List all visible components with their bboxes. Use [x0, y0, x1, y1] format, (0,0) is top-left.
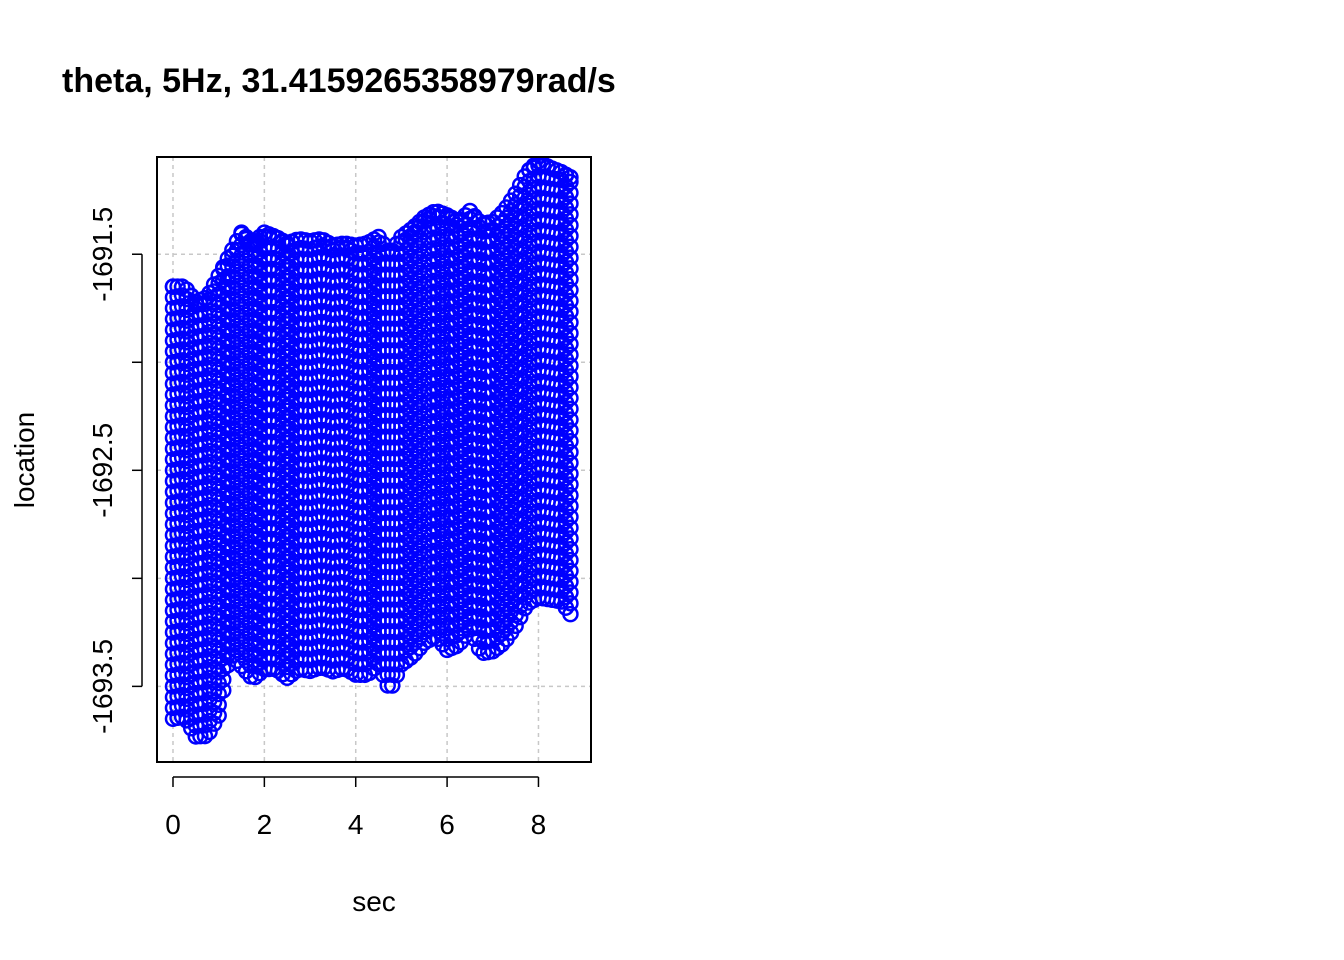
data-point — [562, 584, 579, 601]
data-point — [562, 476, 579, 493]
x-tick-label: 8 — [531, 809, 547, 840]
y-tick-label: -1693.5 — [87, 639, 118, 734]
data-point — [562, 443, 579, 461]
data-point — [447, 637, 465, 655]
data-point — [210, 685, 227, 703]
y-tick-label: -1692.5 — [87, 423, 118, 518]
data-point — [493, 636, 511, 653]
data-point — [562, 562, 579, 580]
x-tick-label: 0 — [165, 809, 181, 840]
data-point — [562, 173, 579, 191]
data-point — [562, 573, 579, 590]
data-point — [562, 346, 579, 364]
data-point — [562, 169, 579, 186]
data-point — [562, 281, 579, 299]
data-point — [562, 465, 579, 482]
data-point — [562, 260, 579, 277]
y-tick-label: -1691.5 — [87, 207, 118, 302]
data-point — [562, 195, 579, 212]
data-point — [562, 497, 579, 515]
data-point — [562, 357, 579, 374]
y-axis-label: location — [9, 412, 40, 509]
data-point — [562, 400, 579, 418]
x-tick-label: 2 — [257, 809, 273, 840]
data-point — [562, 433, 579, 450]
data-point — [562, 206, 579, 223]
data-point — [210, 707, 227, 724]
x-axis: 0 2 4 6 8 — [165, 776, 547, 840]
data-point — [214, 671, 232, 688]
data-point — [562, 292, 579, 310]
data-point — [511, 608, 529, 626]
data-point — [457, 207, 474, 224]
x-axis-label: sec — [352, 886, 396, 917]
data-point — [402, 649, 419, 666]
data-point — [562, 270, 579, 288]
data-point — [562, 541, 579, 558]
data-point — [562, 368, 579, 385]
data-point — [562, 454, 579, 472]
data-point — [246, 668, 264, 686]
data-point — [205, 715, 223, 732]
data-point — [507, 617, 524, 635]
plot-frame — [156, 156, 592, 763]
data-points — [164, 157, 579, 745]
data-point — [562, 303, 579, 320]
data-point — [562, 551, 579, 569]
x-tick-label: 4 — [348, 809, 364, 840]
chart-title: theta, 5Hz, 31.4159265358979rad/s — [62, 62, 616, 100]
data-point — [562, 379, 579, 396]
data-point — [562, 249, 579, 266]
data-point — [196, 727, 214, 745]
data-point — [562, 335, 579, 353]
data-point — [562, 487, 579, 504]
data-point — [214, 682, 232, 699]
y-axis: -1691.5 -1692.5 -1693.5 — [87, 207, 143, 734]
data-point — [169, 278, 186, 295]
data-point — [562, 184, 579, 202]
data-point — [562, 389, 579, 407]
data-point — [201, 723, 218, 741]
data-point — [562, 422, 579, 439]
data-point — [562, 314, 579, 331]
data-point — [562, 508, 579, 526]
x-tick-label: 6 — [439, 809, 455, 840]
data-point — [562, 411, 579, 428]
data-point — [562, 605, 579, 623]
data-point — [562, 216, 579, 234]
data-point — [562, 530, 579, 547]
data-point — [562, 519, 579, 536]
data-point — [562, 238, 579, 256]
data-point — [210, 696, 227, 714]
data-point — [489, 639, 506, 657]
data-point — [562, 324, 579, 342]
data-point — [562, 595, 579, 612]
data-point — [562, 227, 579, 245]
